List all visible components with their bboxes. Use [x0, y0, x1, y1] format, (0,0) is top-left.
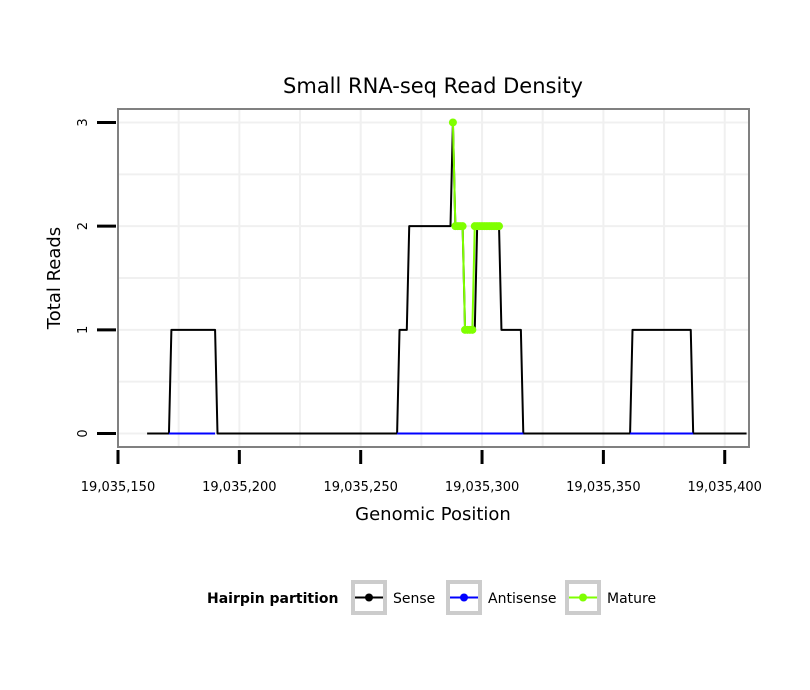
legend-label-sense: Sense: [393, 591, 435, 607]
plot-border: [117, 108, 750, 448]
legend-label-mature: Mature: [607, 591, 656, 607]
mature-point: [495, 222, 504, 231]
y-axis-title: Total Reads: [44, 227, 65, 330]
y-tick-label: 1: [76, 326, 91, 334]
x-tick-label: 19,035,250: [323, 480, 397, 495]
mature-point: [468, 325, 477, 334]
series-layer: [147, 118, 747, 435]
x-tick-label: 19,035,200: [202, 480, 276, 495]
mature-point: [448, 118, 457, 127]
legend-label-antisense: Antisense: [488, 591, 557, 607]
x-axis-title: Genomic Position: [355, 504, 511, 525]
y-tick-label: 0: [76, 429, 91, 437]
y-tick-label: 3: [76, 118, 91, 126]
y-tick-label: 2: [76, 222, 91, 230]
y-axis: 0 1 2 3: [76, 118, 116, 438]
legend-key-point-antisense: [460, 593, 468, 602]
legend-key-point-mature: [579, 593, 587, 602]
grid-lines: [118, 109, 749, 447]
legend: Hairpin partition Sense Antisense Mature: [207, 580, 656, 615]
x-axis: 19,035,150 19,035,200 19,035,250 19,035,300…: [81, 450, 762, 495]
x-tick-label: 19,035,300: [445, 480, 519, 495]
chart-title: Small RNA-seq Read Density: [283, 74, 583, 98]
x-tick-label: 19,035,350: [566, 480, 640, 495]
mature-point: [458, 222, 467, 231]
x-tick-label: 19,035,150: [81, 480, 155, 495]
legend-title: Hairpin partition: [207, 591, 338, 607]
legend-key-point-sense: [365, 593, 373, 602]
x-tick-label: 19,035,400: [688, 480, 762, 495]
